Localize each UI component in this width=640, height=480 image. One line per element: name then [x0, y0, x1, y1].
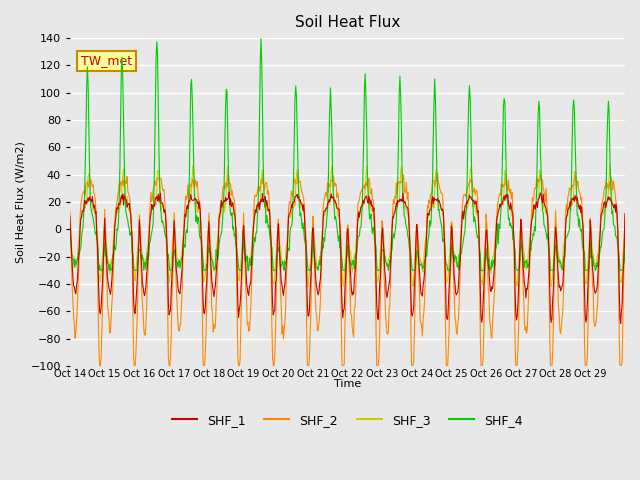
Legend: SHF_1, SHF_2, SHF_3, SHF_4: SHF_1, SHF_2, SHF_3, SHF_4	[167, 409, 528, 432]
Title: Soil Heat Flux: Soil Heat Flux	[295, 15, 400, 30]
Text: TW_met: TW_met	[81, 54, 132, 67]
X-axis label: Time: Time	[334, 379, 361, 389]
Y-axis label: Soil Heat Flux (W/m2): Soil Heat Flux (W/m2)	[15, 141, 25, 263]
